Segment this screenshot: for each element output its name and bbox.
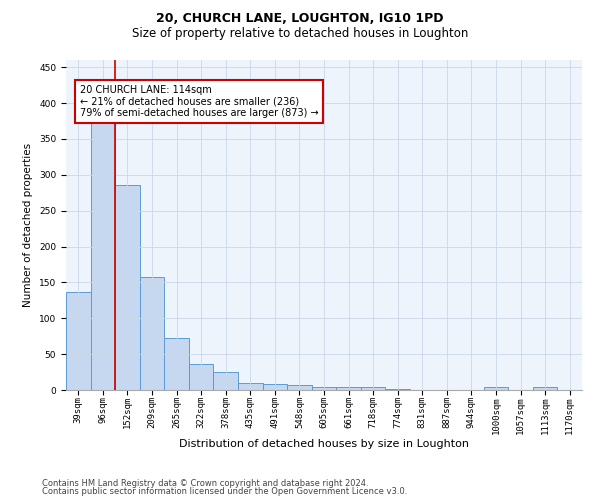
Bar bbox=[91, 121, 115, 390]
Bar bbox=[287, 385, 312, 390]
Bar bbox=[164, 338, 189, 390]
Bar bbox=[484, 387, 508, 390]
Y-axis label: Number of detached properties: Number of detached properties bbox=[23, 143, 34, 307]
Bar bbox=[140, 276, 164, 390]
Text: Contains HM Land Registry data © Crown copyright and database right 2024.: Contains HM Land Registry data © Crown c… bbox=[42, 478, 368, 488]
Bar bbox=[66, 292, 91, 390]
Bar bbox=[263, 384, 287, 390]
Bar bbox=[214, 372, 238, 390]
Bar bbox=[238, 383, 263, 390]
Bar bbox=[361, 387, 385, 390]
Text: 20 CHURCH LANE: 114sqm
← 21% of detached houses are smaller (236)
79% of semi-de: 20 CHURCH LANE: 114sqm ← 21% of detached… bbox=[80, 85, 318, 118]
Bar bbox=[336, 387, 361, 390]
Text: 20, CHURCH LANE, LOUGHTON, IG10 1PD: 20, CHURCH LANE, LOUGHTON, IG10 1PD bbox=[156, 12, 444, 26]
Text: Contains public sector information licensed under the Open Government Licence v3: Contains public sector information licen… bbox=[42, 487, 407, 496]
Bar bbox=[115, 185, 140, 390]
Bar bbox=[312, 387, 336, 390]
Bar bbox=[189, 364, 214, 390]
Text: Size of property relative to detached houses in Loughton: Size of property relative to detached ho… bbox=[132, 28, 468, 40]
Bar bbox=[533, 387, 557, 390]
X-axis label: Distribution of detached houses by size in Loughton: Distribution of detached houses by size … bbox=[179, 440, 469, 450]
